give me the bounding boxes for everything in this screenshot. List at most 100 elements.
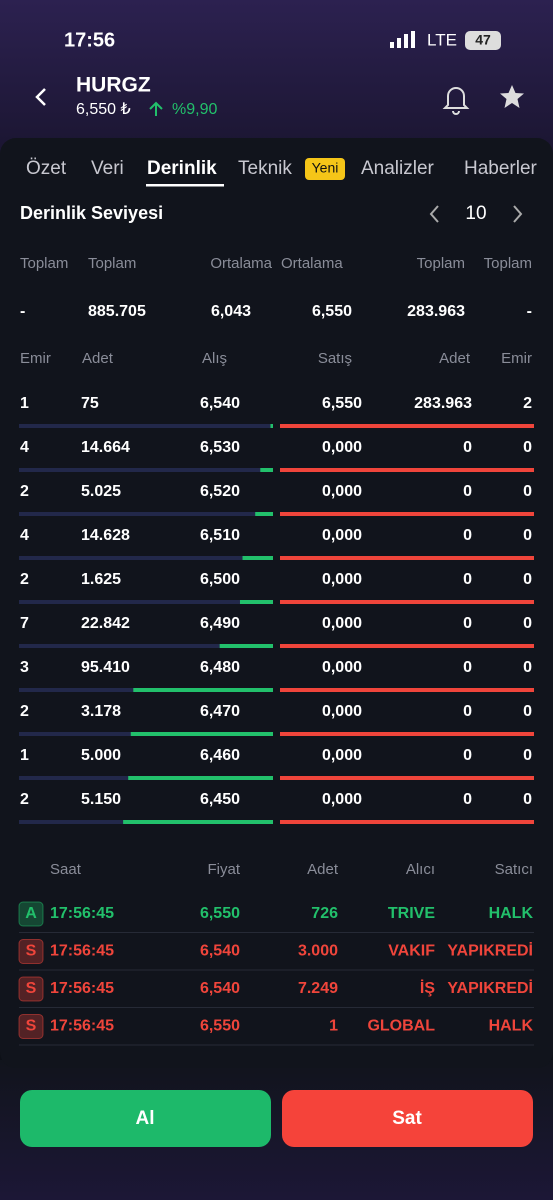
buy-depth-bar [255,512,273,516]
depth-cell: 0 [523,483,532,500]
side-badge [18,1014,44,1039]
depth-cell: 0 [463,703,472,720]
summary-header: Toplam [88,255,136,272]
sell-label: Sat [392,1108,422,1129]
column-header: Satış [318,350,352,367]
depth-cell: 0,000 [322,703,362,720]
summary-value: 283.963 [407,303,465,320]
trade-header: Alıcı [406,861,435,878]
depth-cell: 2 [20,483,29,500]
trade-header: Satıcı [495,861,533,878]
summary-value: 885.705 [88,303,146,320]
buy-button[interactable] [20,1090,271,1147]
depth-cell: 0 [463,483,472,500]
tab[interactable]: Veri [91,158,124,179]
buy-depth-bar [260,468,273,472]
trade-seller: HALK [489,905,534,922]
depth-cell: 6,460 [200,747,240,764]
buy-bar-track [19,556,273,560]
buy-bar-track [19,512,273,516]
trade-buyer: GLOBAL [367,1018,435,1035]
depth-cell: 0,000 [322,483,362,500]
tab[interactable]: Analizler [361,158,435,179]
bell-button[interactable] [442,87,470,115]
side-badge [18,976,44,1002]
depth-cell: 22.842 [81,615,130,632]
side-badge [18,901,44,927]
tab[interactable]: Derinlik [147,158,217,179]
depth-cell: 6,490 [200,615,240,632]
depth-cell: 6,510 [200,527,240,544]
tab[interactable]: Teknik [238,158,292,179]
depth-cell: 0 [523,747,532,764]
tab[interactable]: Haberler [464,158,538,179]
level-next[interactable] [513,205,523,223]
trade-time: 17:56:45 [50,943,114,960]
up-arrow [149,101,163,116]
sell-depth-bar [280,732,534,736]
buy-bar-track [19,468,273,472]
depth-cell: 0,000 [322,615,362,632]
summary-value: 6,550 [312,303,352,320]
summary-value: - [527,303,532,320]
side-letter: S [26,943,37,960]
depth-cell: 0 [463,615,472,632]
trade-buyer: VAKIF [388,943,435,960]
sell-depth-bar [280,512,534,516]
depth-cell: 6,550 [322,395,362,412]
trade-buyer: İŞ [420,979,435,997]
trade-price: 6,550 [200,905,240,922]
depth-cell: 6,470 [200,703,240,720]
depth-cell: 0 [523,791,532,808]
sell-button[interactable] [282,1090,533,1147]
trade-header: Adet [307,861,339,878]
column-header: Adet [82,350,114,367]
symbol: HURGZ [76,74,151,97]
change: %9,90 [172,101,217,118]
row-separator [19,1044,534,1046]
trade-time: 17:56:45 [50,1018,114,1035]
depth-cell: 0,000 [322,571,362,588]
tab-underline [146,184,224,187]
trade-price: 6,540 [200,943,240,960]
battery-icon [465,31,501,50]
level: 10 [465,203,486,224]
depth-cell: 0,000 [322,439,362,456]
depth-cell: 6,530 [200,439,240,456]
depth-cell: 6,480 [200,659,240,676]
price: 6,550 ₺ [76,101,131,118]
trade-time: 17:56:45 [50,905,114,922]
depth-cell: 1 [20,395,29,412]
depth-cell: 2 [523,395,532,412]
back-button[interactable] [35,88,46,106]
sell-depth-bar [280,424,534,428]
depth-cell: 4 [20,439,29,456]
depth-cell: 6,520 [200,483,240,500]
trade-header: Saat [50,861,82,878]
trade-price: 6,540 [200,980,240,997]
depth-cell: 75 [81,395,99,412]
depth-cell: 6,500 [200,571,240,588]
sell-depth-bar [280,644,534,648]
depth-cell: 0 [523,527,532,544]
column-header: Adet [439,350,471,367]
depth-cell: 5.025 [81,483,121,500]
row-separator [19,1007,534,1008]
trade-buyer: TRIVE [388,905,435,922]
summary-value: 6,043 [211,303,251,320]
trade-qty: 1 [329,1018,338,1035]
depth-cell: 0,000 [322,791,362,808]
buy-depth-bar [270,424,273,428]
depth-cell: 283.963 [414,395,472,412]
buy-depth-bar [133,688,273,692]
depth-cell: 14.628 [81,527,130,544]
summary-header: Toplam [417,255,465,272]
level-prev[interactable] [429,205,439,223]
badge-label: Yeni [312,160,339,176]
favorite-button[interactable] [500,85,524,108]
tab[interactable]: Özet [26,158,67,179]
trade-price: 6,550 [200,1018,240,1035]
depth-cell: 0 [523,571,532,588]
depth-cell: 0,000 [322,527,362,544]
